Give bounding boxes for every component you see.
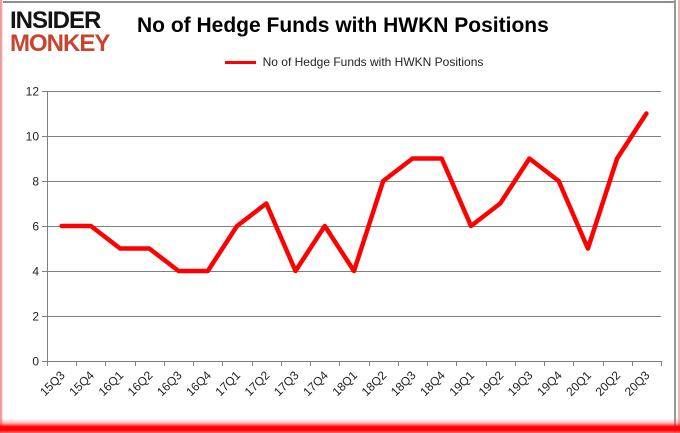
x-axis-label: 20Q2 (593, 368, 624, 399)
frame-right-border (673, 0, 680, 433)
x-axis-label: 19Q1 (446, 368, 477, 399)
x-axis-label: 19Q2 (476, 368, 507, 399)
frame-bottom-glow (0, 419, 680, 433)
y-axis-label: 0 (32, 355, 39, 369)
x-axis-label: 18Q1 (329, 368, 360, 399)
legend-label: No of Hedge Funds with HWKN Positions (262, 55, 484, 69)
legend-line-swatch (224, 60, 256, 64)
x-axis-label: 17Q1 (212, 368, 243, 399)
frame-top-border (0, 0, 680, 3)
y-axis-label: 8 (32, 175, 39, 189)
x-axis-label: 20Q1 (563, 368, 594, 399)
logo-line-monkey: MONKEY (10, 30, 110, 57)
x-axis-label: 18Q4 (417, 368, 448, 399)
x-axis-label: 20Q3 (622, 368, 653, 399)
y-axis-label: 10 (26, 130, 40, 144)
y-axis-label: 4 (32, 265, 39, 279)
y-axis-label: 12 (26, 85, 40, 99)
x-axis-label: 19Q3 (505, 368, 536, 399)
legend: No of Hedge Funds with HWKN Positions (47, 54, 661, 70)
x-axis-label: 16Q3 (154, 368, 185, 399)
chart-title: No of Hedge Funds with HWKN Positions (137, 14, 549, 37)
x-axis-label: 16Q1 (96, 368, 127, 399)
x-axis-label: 15Q4 (66, 368, 97, 399)
x-axis-label: 19Q4 (534, 368, 565, 399)
x-axis-label: 17Q4 (300, 368, 331, 399)
insider-monkey-logo: INSIDER MONKEY (10, 7, 140, 57)
y-axis-label: 6 (32, 220, 39, 234)
x-axis-label: 15Q3 (37, 368, 68, 399)
x-axis-label: 16Q2 (125, 368, 156, 399)
x-axis-label: 18Q3 (388, 368, 419, 399)
x-axis-label: 18Q2 (359, 368, 390, 399)
frame-left-border (0, 0, 4, 433)
x-axis-label: 17Q3 (271, 368, 302, 399)
x-axis-label: 16Q4 (183, 368, 214, 399)
y-axis-label: 2 (32, 310, 39, 324)
logo-line-insider: INSIDER (10, 7, 101, 34)
x-axis-label: 17Q2 (242, 368, 273, 399)
series-line (59, 111, 649, 274)
